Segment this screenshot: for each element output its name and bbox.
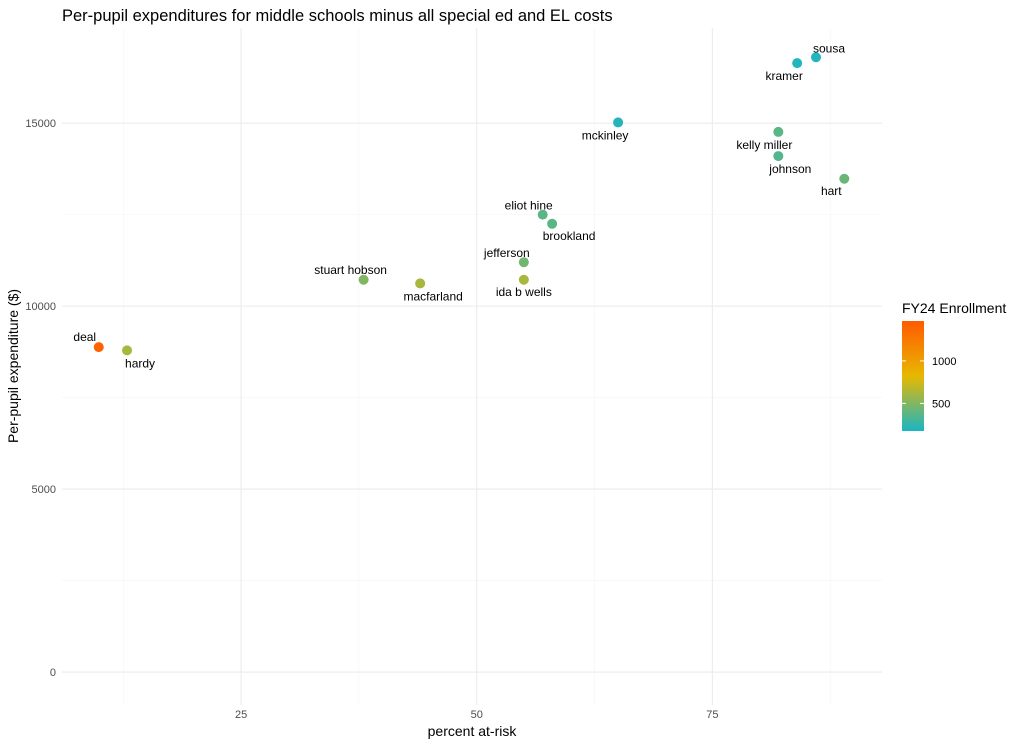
scatter-point: [613, 117, 624, 128]
y-tick-label: 10000: [25, 301, 56, 313]
scatter-point: [93, 342, 104, 353]
point-label: hardy: [125, 356, 155, 370]
legend-ticks: 500 1000: [902, 356, 956, 410]
legend-color-bar: [902, 321, 924, 431]
y-tick-label: 0: [50, 667, 56, 679]
scatter-point: [839, 173, 850, 184]
x-tick-label: 50: [471, 709, 483, 721]
scatter-point: [518, 274, 529, 285]
point-label: stuart hobson: [314, 263, 387, 277]
scatter-point: [773, 126, 784, 137]
x-tick-label: 25: [235, 709, 247, 721]
scatter-point: [518, 257, 529, 268]
point-label: johnson: [768, 162, 811, 176]
point-label: brookland: [543, 229, 596, 243]
scatter-point: [773, 151, 784, 162]
y-tick-label: 5000: [32, 484, 56, 496]
color-legend: FY24 Enrollment 500 1000: [902, 300, 1006, 431]
scatter-point: [358, 274, 369, 285]
scatter-point: [547, 218, 558, 229]
point-label: kelly miller: [736, 138, 792, 152]
x-axis-title: percent at-risk: [428, 723, 518, 739]
scatter-point: [122, 345, 133, 356]
point-label: deal: [73, 330, 96, 344]
point-label: jefferson: [483, 246, 530, 260]
point-label: mckinley: [582, 128, 629, 142]
scatter-point: [415, 278, 426, 289]
data-points: [93, 52, 850, 356]
grid-lines: [62, 28, 882, 705]
point-label: macfarland: [403, 289, 462, 303]
y-axis-title: Per-pupil expenditure ($): [5, 289, 21, 443]
point-label: ida b wells: [496, 285, 552, 299]
legend-tick-label: 500: [932, 398, 950, 410]
axis-ticks: 25 50 75 0 5000 10000 15000: [25, 118, 718, 721]
legend-tick-label: 1000: [932, 356, 956, 368]
scatter-point: [811, 52, 822, 63]
chart-title: Per-pupil expenditures for middle school…: [62, 7, 613, 25]
x-tick-label: 75: [706, 709, 718, 721]
y-tick-label: 15000: [25, 118, 56, 130]
point-labels: deal hardy stuart hobson macfarland jefferso…: [73, 41, 845, 370]
legend-title: FY24 Enrollment: [902, 300, 1006, 316]
scatter-point: [537, 209, 548, 220]
point-label: eliot hine: [505, 199, 553, 213]
scatter-point: [792, 58, 803, 69]
point-label: hart: [821, 184, 842, 198]
point-label: sousa: [813, 41, 845, 55]
point-label: kramer: [766, 69, 803, 83]
